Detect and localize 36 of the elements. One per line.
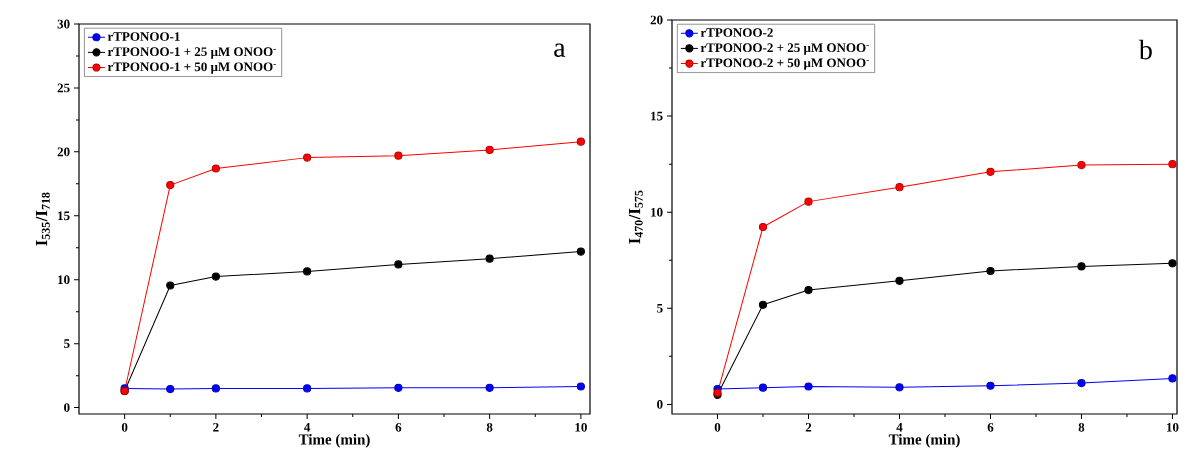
x-axis-title: Time (min): [298, 433, 370, 448]
y-tick-label: 5: [657, 303, 663, 313]
legend-label: rTPONOO-2: [700, 28, 773, 37]
y-tick-label: 20: [57, 147, 70, 157]
x-tick-label: 8: [486, 422, 493, 432]
y-tick-label: 10: [58, 275, 70, 285]
y-tick-label: 20: [650, 15, 663, 25]
x-tick-label: 2: [805, 422, 812, 432]
x-tick-label: 10: [575, 422, 587, 432]
x-tick-label: 0: [121, 422, 128, 432]
x-tick-label: 4: [304, 422, 311, 432]
y-axis-title: I$_{535}$/I$_{718}$: [35, 192, 50, 246]
x-tick-label: 8: [1078, 422, 1085, 432]
legend-label: rTPONOO-2 + 25 μM ONOO$^{-}$: [700, 43, 869, 55]
y-tick-label: 25: [57, 83, 70, 93]
legend-label: rTPONOO-1 + 50 μM ONOO$^{-}$: [107, 62, 276, 74]
y-tick-label: 30: [57, 19, 70, 29]
y-axis-title: I$_{470}$/I$_{575}$: [628, 190, 643, 244]
y-tick-label: 10: [651, 207, 663, 217]
y-tick-label: 15: [58, 211, 70, 221]
x-axis-title: Time (min): [888, 433, 960, 448]
x-tick-label: 2: [213, 422, 219, 432]
annotation: b: [1138, 39, 1152, 60]
legend-label: rTPONOO-2 + 50 μM ONOO$^{-}$: [700, 58, 869, 70]
y-tick-label: 0: [657, 400, 663, 409]
x-tick-label: 6: [987, 422, 994, 432]
legend-label: rTPONOO-1 + 25 μM ONOO$^{-}$: [107, 47, 276, 59]
y-tick-label: 15: [651, 111, 663, 121]
x-tick-label: 4: [896, 422, 903, 432]
annotation: a: [554, 43, 566, 57]
x-tick-label: 10: [1166, 422, 1179, 432]
y-tick-label: 0: [64, 403, 70, 412]
y-tick-label: 5: [64, 339, 70, 348]
legend-label: rTPONOO-1: [107, 32, 180, 41]
x-tick-label: 6: [395, 422, 402, 432]
x-tick-label: 0: [714, 422, 721, 432]
